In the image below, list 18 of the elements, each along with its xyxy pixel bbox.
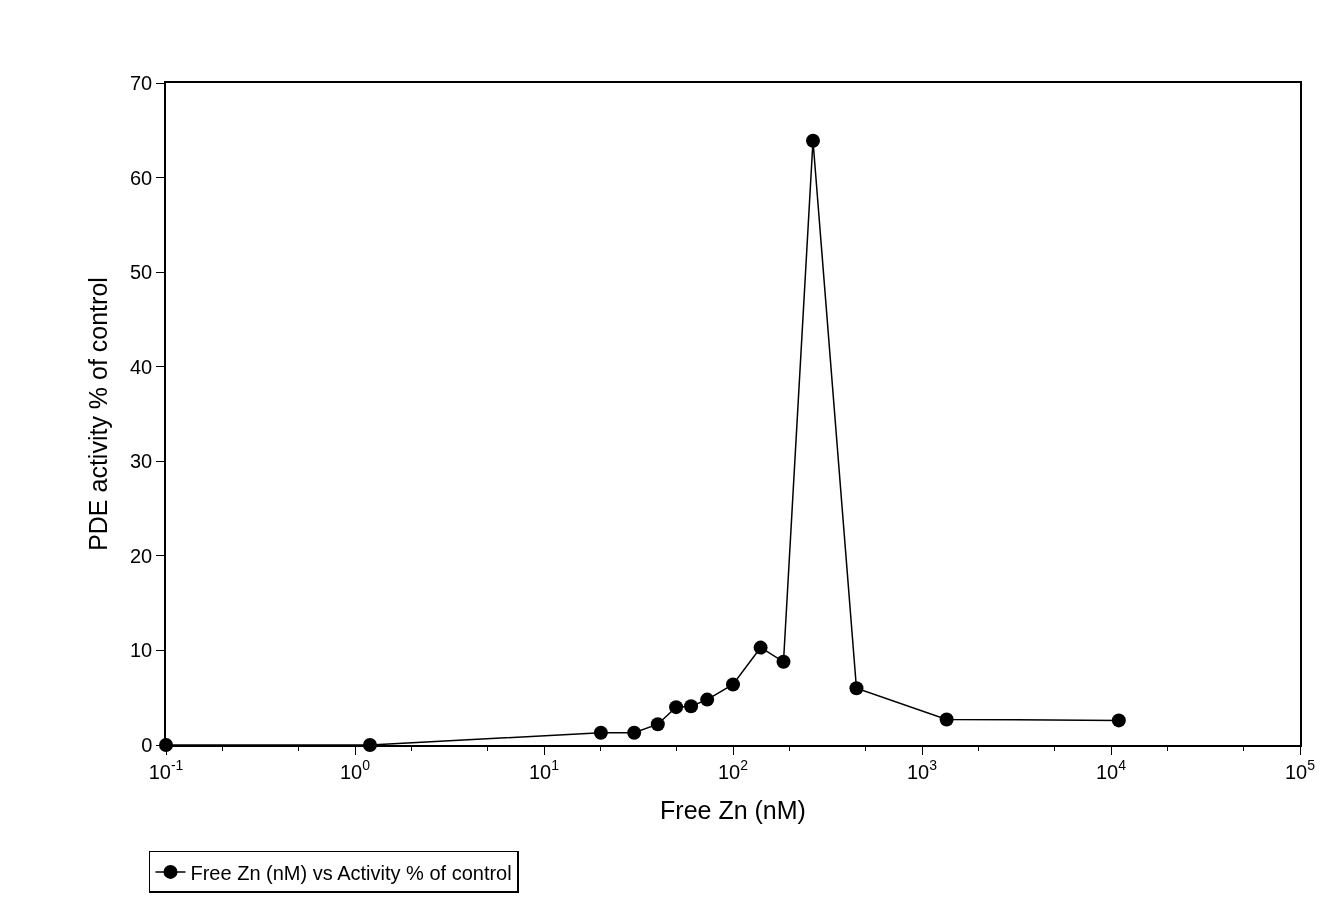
y-tick-label: 30 xyxy=(130,450,153,473)
x-tick-label: 10$^{3}$ xyxy=(906,757,938,783)
x-tick-label: 10$^{2}$ xyxy=(717,757,749,783)
y-tick-label: 20 xyxy=(130,544,153,567)
y-tick-label: 70 xyxy=(130,72,153,94)
x-axis-title: Free Zn (nM) xyxy=(660,796,806,825)
y-axis-title: PDE activity % of control xyxy=(84,277,113,551)
y-tick-label: 60 xyxy=(130,166,153,189)
y-tick-label: 10 xyxy=(130,639,153,662)
legend-label: Free Zn (nM) vs Activity % of control xyxy=(190,861,512,884)
x-tick-label: 10$^{0}$ xyxy=(339,757,371,783)
x-tick-label: 10$^{1}$ xyxy=(528,757,560,783)
x-tick-label: 10$^{-1}$ xyxy=(148,757,184,783)
x-tick-label: 10$^{4}$ xyxy=(1095,757,1127,783)
x-tick-label: 10$^{5}$ xyxy=(1284,757,1316,783)
y-tick-label: 40 xyxy=(130,355,153,378)
y-tick-label: 0 xyxy=(141,734,153,756)
y-tick-label: 50 xyxy=(130,261,153,284)
